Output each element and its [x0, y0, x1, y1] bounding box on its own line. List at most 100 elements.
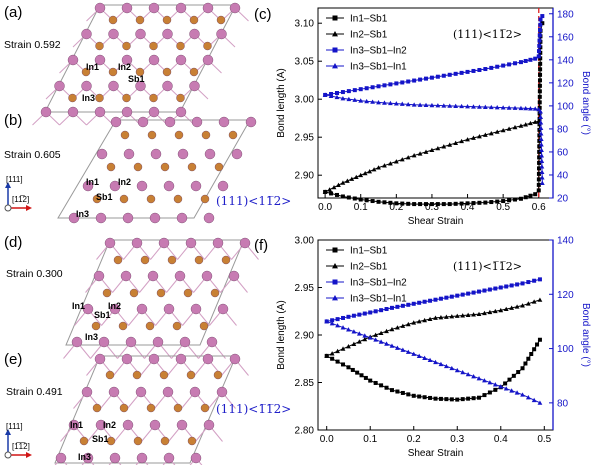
data-point: [459, 138, 465, 144]
y-tick-label: 3.00: [295, 236, 315, 247]
data-point: [515, 282, 520, 287]
data-point: [411, 393, 416, 398]
in-atom: [104, 237, 116, 249]
atom-label-in3-d: In3: [85, 332, 98, 342]
data-point: [379, 308, 384, 313]
data-point: [384, 385, 389, 390]
in-atom: [218, 116, 230, 128]
data-point: [520, 281, 525, 286]
y-tick-label: 2.95: [295, 283, 315, 294]
in-atom: [229, 353, 241, 365]
data-point: [526, 280, 531, 285]
data-point: [322, 189, 328, 194]
data-point: [539, 153, 545, 158]
sb-atom: [106, 436, 116, 446]
in-atom: [122, 419, 134, 431]
y-tick-label: 2.90: [295, 171, 315, 182]
data-point: [466, 291, 471, 296]
data-point: [537, 400, 543, 405]
data-point: [324, 319, 330, 324]
y-tick-label: 3.10: [295, 19, 315, 30]
data-point: [441, 144, 447, 149]
y-tick-label: 2.95: [295, 133, 315, 144]
legend-in3-sb1-in1: In3–Sb1–In1: [326, 294, 407, 305]
data-point: [500, 127, 506, 133]
data-point: [346, 344, 351, 349]
in-atom: [96, 148, 108, 160]
data-point: [429, 202, 434, 207]
in-atom: [55, 452, 67, 464]
data-point: [539, 164, 545, 169]
strain-label-a: Strain 0.592: [4, 39, 61, 51]
data-point: [537, 155, 542, 160]
data-point: [351, 313, 356, 318]
atom-label-in2-e: In2: [103, 420, 116, 430]
y2-tick-label: 80: [557, 124, 569, 135]
in-atom: [185, 237, 197, 249]
in-atom: [95, 419, 107, 431]
direction-label-b: (111)<11̅2>: [216, 194, 291, 208]
data-point: [465, 104, 470, 109]
data-point: [498, 285, 503, 290]
data-point: [443, 314, 449, 319]
data-point: [406, 302, 411, 307]
data-point: [476, 311, 482, 317]
data-point: [428, 395, 433, 400]
data-point: [455, 397, 460, 402]
in-atom: [120, 270, 132, 282]
in-atom: [203, 212, 215, 224]
data-point: [465, 137, 470, 142]
in-atom: [162, 80, 173, 92]
sb-atom: [176, 41, 185, 51]
data-point: [512, 105, 518, 110]
data-point: [537, 160, 542, 165]
data-point: [495, 199, 500, 204]
data-point: [405, 321, 411, 327]
y2-tick-label: 120: [557, 290, 574, 301]
sb-atom: [172, 321, 182, 331]
y2-tick-label: 40: [557, 170, 569, 181]
data-point: [528, 106, 533, 111]
data-point: [329, 191, 334, 196]
sb-atom: [118, 321, 128, 331]
atom-label-in1-a: In1: [86, 62, 99, 72]
data-point: [358, 98, 364, 103]
data-point: [537, 83, 542, 88]
data-point: [387, 161, 393, 166]
in-atom: [202, 54, 214, 66]
y2-tick-label: 100: [557, 344, 574, 355]
x-tick-label: 0.5: [537, 434, 551, 445]
data-point: [411, 301, 416, 306]
data-point: [537, 49, 542, 54]
data-point: [400, 347, 406, 352]
data-point: [394, 81, 399, 86]
data-point: [330, 356, 335, 361]
data-point: [340, 180, 346, 185]
in-atom: [228, 270, 240, 282]
legend-in3-sb1-in1: In3–Sb1–In1: [326, 62, 407, 73]
x-axis-title: Shear Strain: [408, 448, 464, 459]
data-point: [368, 378, 373, 383]
data-point: [514, 390, 520, 395]
data-point: [428, 298, 433, 303]
data-point: [435, 74, 440, 79]
in-atom: [67, 106, 79, 118]
data-point: [477, 200, 482, 205]
legend-marker: [332, 279, 338, 285]
data-point: [447, 142, 453, 147]
atom-label-in3-a: In3: [82, 93, 95, 103]
data-point: [538, 67, 543, 72]
in-atom: [121, 353, 133, 365]
in-atom: [176, 419, 188, 431]
legend-label: In1–Sb1: [350, 246, 388, 257]
panel-label-f: (f): [254, 237, 268, 254]
data-point: [507, 377, 512, 382]
data-point: [537, 100, 542, 105]
data-point: [331, 184, 337, 190]
data-point: [498, 384, 504, 389]
sb-atom: [135, 15, 145, 25]
data-point: [364, 86, 369, 91]
data-point: [538, 142, 544, 147]
data-point: [364, 98, 370, 104]
y2-axis-title: Bond angle (°): [580, 303, 591, 367]
